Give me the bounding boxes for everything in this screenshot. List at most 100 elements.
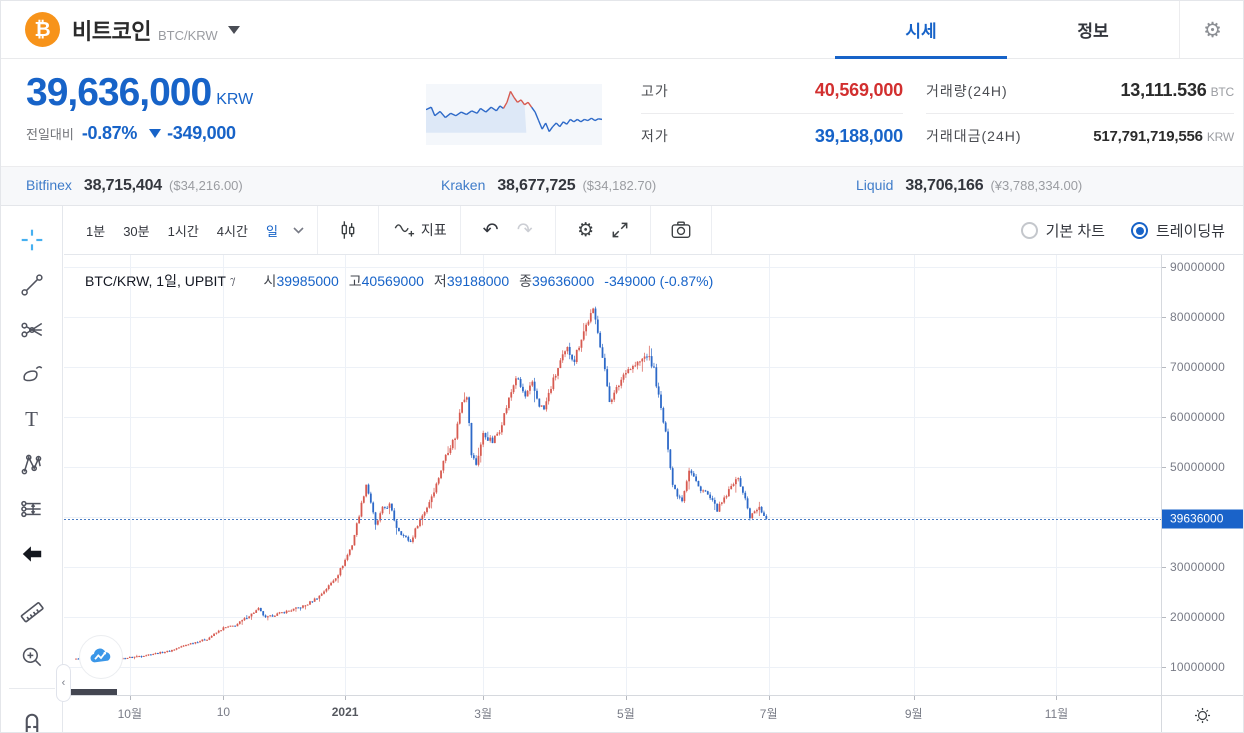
chart-settings-gear-icon[interactable]: ⚙ — [577, 219, 595, 241]
y-axis-tickmark — [1162, 617, 1166, 618]
ohlc-label: 고 — [348, 273, 362, 289]
zoom-in-icon[interactable] — [14, 639, 50, 675]
exchange-item-liquid: Liquid 38,706,166 (¥3,788,334.00) — [856, 177, 1082, 195]
header-bar: ₿ 비트코인 BTC/KRW 시세 정보 ⚙ — [1, 1, 1243, 59]
gear-icon[interactable]: ⚙ — [1179, 1, 1243, 58]
x-axis-label: 2021 — [331, 705, 359, 719]
fullscreen-icon[interactable] — [603, 213, 637, 247]
high-row: 고가 40,569,000 — [641, 68, 903, 113]
low-row: 저가 39,188,000 — [641, 113, 903, 158]
trendline-icon[interactable] — [14, 267, 50, 303]
exchange-price: 38,715,404 — [83, 177, 163, 194]
ruler-icon[interactable] — [14, 594, 50, 630]
interval-active[interactable]: 일 — [265, 223, 278, 239]
candlestick-pane[interactable]: BTC/KRW, 1일, UPBIT ˆ̸ 시39985000 고40569000 저… — [64, 255, 1161, 695]
x-axis-tickmark — [129, 696, 131, 700]
ohlc-value: 39636000 — [532, 273, 595, 289]
y-axis-tickmark — [1162, 267, 1166, 268]
x-axis-tickmark — [768, 696, 770, 700]
indicator-button[interactable]: 지표 — [379, 206, 460, 254]
candlestick-chart-canvas[interactable] — [64, 255, 1161, 695]
pane-resize-handle[interactable] — [67, 689, 117, 695]
candle-icon[interactable] — [331, 213, 365, 247]
legend-symbol[interactable]: BTC/KRW, 1일, UPBIT — [85, 273, 226, 289]
tab-시세[interactable]: 시세 — [835, 1, 1007, 59]
undo-icon[interactable]: ↶ — [482, 219, 499, 241]
change-percent: -0.87% — [81, 123, 138, 143]
y-axis-label: 60000000 — [1170, 410, 1225, 424]
interval-1분[interactable]: 1분 — [86, 223, 106, 239]
tab-정보[interactable]: 정보 — [1077, 22, 1109, 41]
crosshair-icon[interactable] — [14, 222, 50, 258]
collapse-icon[interactable]: ‹ — [56, 664, 71, 702]
forecast-icon[interactable] — [14, 491, 50, 527]
y-axis-tickmark — [1162, 367, 1166, 368]
brush-icon[interactable] — [14, 356, 50, 392]
turnover-row: 거래대금(24H) 517,791,719,556 KRW — [926, 113, 1234, 158]
volume-value: 13,111.536 BTC — [1120, 80, 1235, 100]
legend-ohlc: 시39985000 고40569000 저39188000 종39636000 -349… — [264, 273, 724, 289]
text-icon[interactable]: T — [25, 406, 38, 431]
exchange-converted: (¥3,788,334.00) — [990, 178, 1083, 193]
turnover-label: 거래대금(24H) — [926, 128, 1022, 144]
y-axis-label: 90000000 — [1170, 260, 1225, 274]
x-axis-label: 5월 — [617, 707, 635, 721]
camera-icon[interactable] — [664, 213, 698, 247]
exchange-item-bitfinex: Bitfinex 38,715,404 ($34,216.00) — [26, 177, 243, 195]
radio-기본 차트[interactable]: 기본 차트 — [1020, 220, 1105, 241]
chart-legend: BTC/KRW, 1일, UPBIT ˆ̸ 시39985000 고40569000 저… — [85, 271, 723, 291]
price-summary-row: 39,636,000 KRW 전일대비 -0.87% -349,000 고가 4… — [1, 60, 1243, 166]
y-axis-label: 30000000 — [1170, 560, 1225, 574]
x-axis-label: 11월 — [1044, 707, 1069, 721]
redo-icon[interactable]: ↷ — [516, 219, 533, 241]
price-axis[interactable]: 90000000 80000000 70000000 60000000 50000000… — [1161, 255, 1243, 695]
coin-identity[interactable]: ₿ 비트코인 BTC/KRW — [25, 12, 240, 47]
exchange-name[interactable]: Bitfinex — [26, 177, 72, 193]
x-axis-label: 7월 — [759, 707, 778, 721]
exchange-compare-bar: Bitfinex 38,715,404 ($34,216.00) Kraken 38,6… — [1, 166, 1243, 206]
ohlc-value: 39985000 — [276, 273, 339, 289]
time-axis-divider — [1161, 696, 1162, 732]
y-axis-tickmark — [1162, 317, 1166, 318]
back-arrow-icon[interactable] — [14, 536, 50, 572]
x-axis-tickmark — [1056, 696, 1058, 700]
interval-30분[interactable]: 30분 — [123, 223, 150, 239]
sparkline-canvas — [426, 84, 602, 145]
x-axis-label: 10 — [216, 705, 231, 719]
interval-group: 1분 30분 1시간 4시간 일 — [64, 206, 317, 254]
exchange-name[interactable]: Kraken — [441, 177, 486, 193]
indicator-label: 지표 — [420, 222, 447, 238]
mini-sparkline — [426, 84, 602, 145]
low-label: 저가 — [641, 128, 669, 144]
x-axis-tickmark — [913, 696, 915, 700]
exchange-name[interactable]: Liquid — [856, 177, 894, 193]
interval-1시간[interactable]: 1시간 — [167, 223, 199, 239]
chevron-down-icon[interactable] — [293, 226, 304, 234]
volume-unit: BTC — [1210, 85, 1235, 99]
y-axis-tickmark — [1162, 467, 1166, 468]
y-axis-tickmark — [1162, 417, 1166, 418]
magnet-icon[interactable] — [14, 702, 50, 732]
stats-high-low: 고가 40,569,000 저가 39,188,000 — [641, 68, 903, 158]
time-axis[interactable]: 10월 10 2021 3월 5월 7월 9월 11월 — [64, 695, 1243, 732]
coin-name: 비트코인 — [72, 18, 151, 44]
exchange-price: 38,706,166 — [905, 177, 984, 194]
change-label: 전일대비 — [26, 127, 74, 142]
coin-pair: BTC/KRW — [157, 28, 218, 43]
pattern-icon[interactable] — [14, 446, 50, 482]
exchange-price: 38,677,725 — [497, 177, 576, 194]
interval-4시간[interactable]: 4시간 — [216, 223, 248, 239]
chevron-down-icon[interactable] — [227, 25, 240, 34]
radio-트레이딩뷰[interactable]: 트레이딩뷰 — [1130, 220, 1225, 241]
fib-icon[interactable] — [14, 312, 50, 348]
sun-icon[interactable] — [1188, 701, 1216, 729]
chevron-down-icon[interactable]: ˆ̸ — [229, 277, 234, 289]
chart-mode-switch: 기본 차트 트레이딩뷰 — [995, 206, 1225, 254]
volume-row: 거래량(24H) 13,111.536 BTC — [926, 68, 1234, 113]
stats-volume: 거래량(24H) 13,111.536 BTC 거래대금(24H) 517,791… — [926, 68, 1234, 158]
y-axis-label: 50000000 — [1170, 460, 1225, 474]
x-axis-tickmark — [223, 696, 225, 700]
x-axis-tickmark — [483, 696, 485, 700]
y-axis-label: 20000000 — [1170, 610, 1225, 624]
current-price: 39,636,000 — [26, 71, 212, 114]
